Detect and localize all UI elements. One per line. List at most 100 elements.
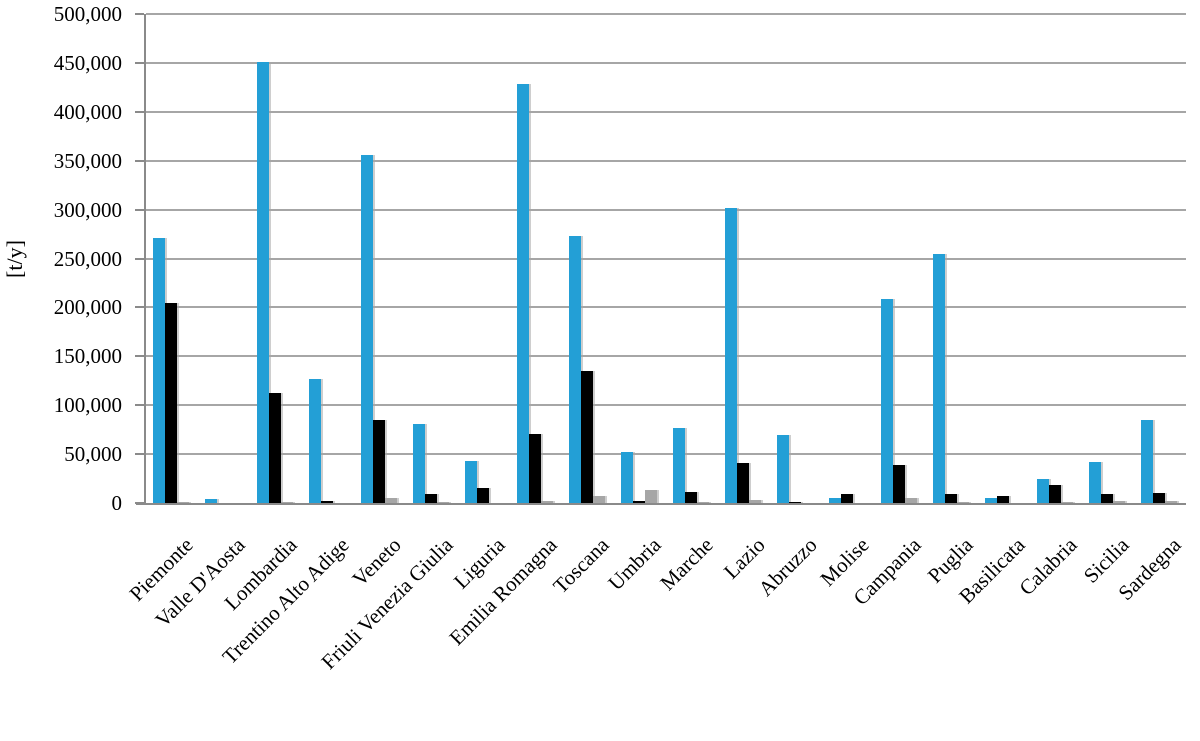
y-tick-mark xyxy=(135,61,144,64)
bar-group xyxy=(1030,14,1082,503)
bar-blue xyxy=(257,62,269,503)
bar-blue xyxy=(205,499,217,503)
gridline xyxy=(146,453,1186,456)
bar-blue xyxy=(1089,462,1101,503)
bar-group xyxy=(510,14,562,503)
bar-group xyxy=(302,14,354,503)
y-tick-mark xyxy=(135,355,144,358)
y-tick-label: 0 xyxy=(111,491,123,515)
bar-black xyxy=(165,303,177,503)
bar-gray xyxy=(281,502,293,503)
bar-gray xyxy=(749,500,761,503)
y-tick-label: 450,000 xyxy=(53,50,122,75)
bar-black xyxy=(789,502,801,503)
bar-black xyxy=(373,420,385,503)
plot-area xyxy=(136,13,1186,505)
y-tick-label: 50,000 xyxy=(64,442,122,467)
y-tick-mark xyxy=(135,257,144,260)
bar-group xyxy=(146,14,198,503)
bar-black xyxy=(425,494,437,503)
bar-blue xyxy=(465,461,477,503)
bar-blue xyxy=(881,299,893,503)
bar-blue xyxy=(309,379,321,503)
gridline xyxy=(146,13,1186,15)
bar-gray xyxy=(541,501,553,503)
y-tick-mark xyxy=(135,208,144,211)
bar-gray xyxy=(593,496,605,503)
y-axis-line xyxy=(144,14,146,505)
bar-group xyxy=(562,14,614,503)
bar-blue xyxy=(621,452,633,503)
bar-black xyxy=(841,494,853,503)
bar-black xyxy=(685,492,697,503)
bar-blue xyxy=(777,435,789,503)
y-tick-label: 100,000 xyxy=(53,393,122,418)
bar-black xyxy=(1049,485,1061,503)
y-tick-label: 200,000 xyxy=(53,295,122,320)
gridline xyxy=(146,110,1186,113)
gridline xyxy=(146,61,1186,64)
bar-black xyxy=(581,371,593,503)
bar-group xyxy=(874,14,926,503)
y-tick-mark xyxy=(135,404,144,407)
bar-blue xyxy=(153,238,165,503)
gridline xyxy=(146,306,1186,309)
bar-gray xyxy=(1165,501,1177,503)
bar-blue xyxy=(985,498,997,503)
bar-blue xyxy=(517,84,529,503)
bar-black xyxy=(477,488,489,503)
gridline xyxy=(146,355,1186,358)
gridline xyxy=(146,208,1186,211)
y-tick-mark xyxy=(135,453,144,456)
y-tick-mark xyxy=(135,13,144,15)
bar-blue xyxy=(569,236,581,503)
y-tick-mark xyxy=(135,306,144,309)
bar-group xyxy=(458,14,510,503)
bar-blue xyxy=(725,208,737,503)
bar-group xyxy=(718,14,770,503)
bar-black xyxy=(269,393,281,503)
bar-gray xyxy=(645,490,657,503)
bar-blue xyxy=(1037,479,1049,503)
bar-blue xyxy=(361,155,373,503)
bar-group xyxy=(978,14,1030,503)
bar-group xyxy=(666,14,718,503)
bar-blue xyxy=(829,498,841,503)
bar-group xyxy=(1082,14,1134,503)
bar-group xyxy=(406,14,458,503)
y-tick-label: 400,000 xyxy=(53,99,122,124)
gridline xyxy=(146,404,1186,407)
bar-group xyxy=(822,14,874,503)
x-axis-line xyxy=(136,503,1186,505)
bar-gray xyxy=(437,502,449,503)
y-tick-label: 300,000 xyxy=(53,197,122,222)
bar-black xyxy=(1153,493,1165,503)
bar-black xyxy=(633,501,645,503)
bar-gray xyxy=(385,498,397,503)
bar-gray xyxy=(697,502,709,503)
bar-blue xyxy=(673,428,685,503)
bar-group xyxy=(250,14,302,503)
gridline xyxy=(146,159,1186,162)
gridline xyxy=(146,257,1186,260)
y-tick-label: 150,000 xyxy=(53,344,122,369)
y-tick-label: 250,000 xyxy=(53,246,122,271)
bar-group xyxy=(198,14,250,503)
bar-blue xyxy=(413,424,425,503)
bar-black xyxy=(1101,494,1113,503)
y-tick-mark xyxy=(135,159,144,162)
bar-black xyxy=(997,496,1009,503)
bar-gray xyxy=(1113,501,1125,503)
bar-gray xyxy=(905,498,917,503)
bar-gray xyxy=(177,502,189,503)
bar-blue xyxy=(1141,420,1153,503)
y-tick-mark xyxy=(135,110,144,113)
bar-group xyxy=(1134,14,1186,503)
bar-gray xyxy=(1061,502,1073,503)
bar-black xyxy=(529,434,541,503)
bar-black xyxy=(945,494,957,503)
bar-black xyxy=(737,463,749,503)
bar-blue xyxy=(933,254,945,503)
bar-black xyxy=(893,465,905,503)
